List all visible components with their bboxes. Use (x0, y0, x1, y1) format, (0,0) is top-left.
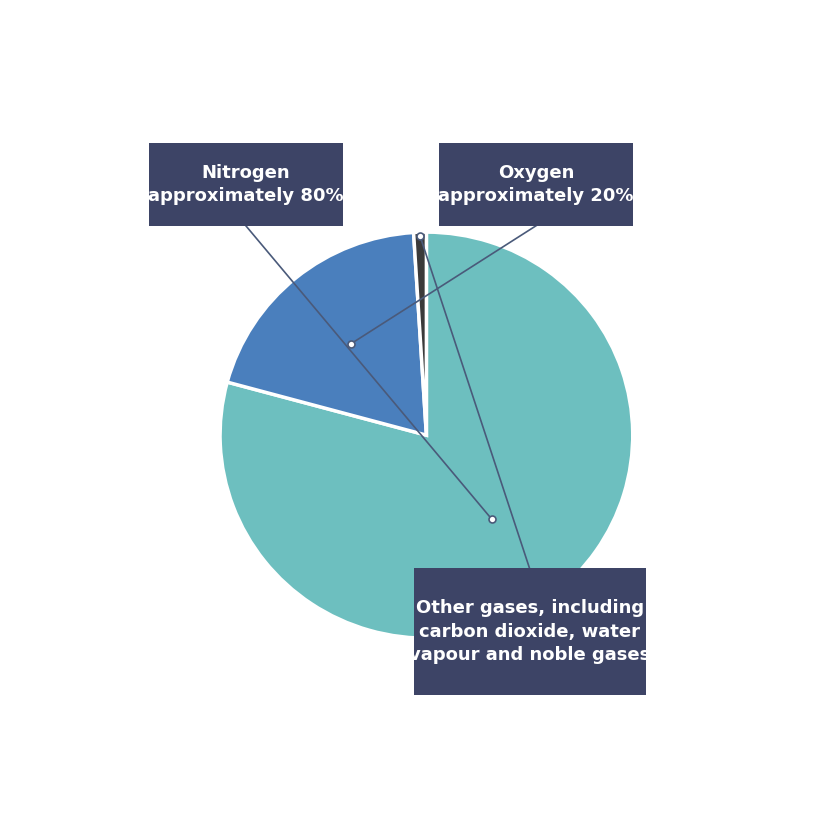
Wedge shape (227, 232, 427, 435)
Wedge shape (414, 232, 427, 435)
Text: Other gases, including
carbon dioxide, water
vapour and noble gases: Other gases, including carbon dioxide, w… (409, 599, 650, 664)
Text: Nitrogen
approximately 80%: Nitrogen approximately 80% (148, 164, 344, 205)
Wedge shape (220, 232, 632, 638)
Text: Oxygen
approximately 20%: Oxygen approximately 20% (438, 164, 634, 205)
FancyBboxPatch shape (414, 569, 646, 695)
FancyBboxPatch shape (149, 143, 343, 226)
FancyBboxPatch shape (439, 143, 633, 226)
